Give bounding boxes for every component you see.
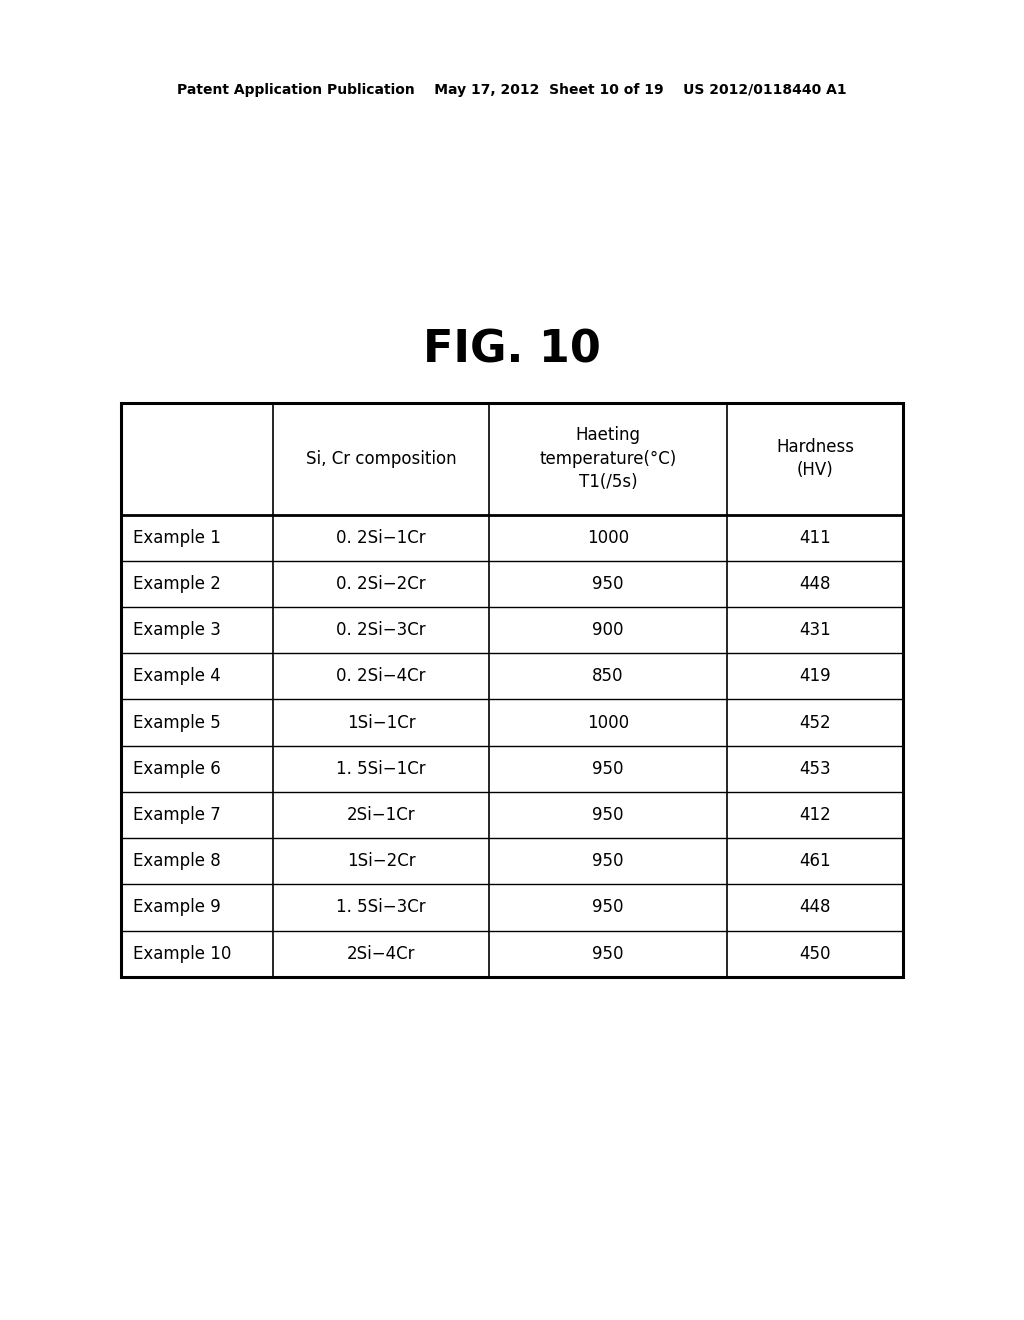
Text: 448: 448: [800, 576, 830, 593]
Text: 431: 431: [800, 622, 831, 639]
Text: 419: 419: [800, 668, 830, 685]
Text: 2Si−1Cr: 2Si−1Cr: [347, 807, 416, 824]
Text: 452: 452: [800, 714, 830, 731]
Text: Haeting
temperature(°C)
T1(/5s): Haeting temperature(°C) T1(/5s): [540, 426, 677, 491]
Text: 450: 450: [800, 945, 830, 962]
Text: 453: 453: [800, 760, 830, 777]
Text: Hardness
(HV): Hardness (HV): [776, 438, 854, 479]
Text: 950: 950: [592, 853, 624, 870]
Text: Example 4: Example 4: [133, 668, 221, 685]
Text: 0. 2Si−1Cr: 0. 2Si−1Cr: [336, 529, 426, 546]
Text: Example 7: Example 7: [133, 807, 221, 824]
Text: 0. 2Si−4Cr: 0. 2Si−4Cr: [336, 668, 426, 685]
Text: 412: 412: [800, 807, 831, 824]
Text: Example 2: Example 2: [133, 576, 221, 593]
Text: 950: 950: [592, 899, 624, 916]
Text: 1. 5Si−3Cr: 1. 5Si−3Cr: [336, 899, 426, 916]
Text: Example 8: Example 8: [133, 853, 221, 870]
Text: 0. 2Si−3Cr: 0. 2Si−3Cr: [336, 622, 426, 639]
Text: Example 9: Example 9: [133, 899, 221, 916]
Text: 2Si−4Cr: 2Si−4Cr: [347, 945, 415, 962]
Text: 0. 2Si−2Cr: 0. 2Si−2Cr: [336, 576, 426, 593]
Text: Example 10: Example 10: [133, 945, 231, 962]
Text: 950: 950: [592, 760, 624, 777]
Text: 1000: 1000: [587, 529, 629, 546]
Text: 950: 950: [592, 807, 624, 824]
Text: Example 6: Example 6: [133, 760, 221, 777]
Text: Example 5: Example 5: [133, 714, 221, 731]
Text: 461: 461: [800, 853, 830, 870]
Text: 411: 411: [800, 529, 831, 546]
Text: FIG. 10: FIG. 10: [423, 329, 601, 371]
Text: 900: 900: [592, 622, 624, 639]
Text: 1Si−2Cr: 1Si−2Cr: [347, 853, 416, 870]
Text: 950: 950: [592, 576, 624, 593]
Text: 448: 448: [800, 899, 830, 916]
Text: 1Si−1Cr: 1Si−1Cr: [347, 714, 416, 731]
Text: Example 1: Example 1: [133, 529, 221, 546]
Text: 1. 5Si−1Cr: 1. 5Si−1Cr: [336, 760, 426, 777]
Text: Si, Cr composition: Si, Cr composition: [305, 450, 457, 467]
Text: 850: 850: [592, 668, 624, 685]
Text: 950: 950: [592, 945, 624, 962]
Text: Example 3: Example 3: [133, 622, 221, 639]
Text: Patent Application Publication    May 17, 2012  Sheet 10 of 19    US 2012/011844: Patent Application Publication May 17, 2…: [177, 83, 847, 96]
Text: 1000: 1000: [587, 714, 629, 731]
